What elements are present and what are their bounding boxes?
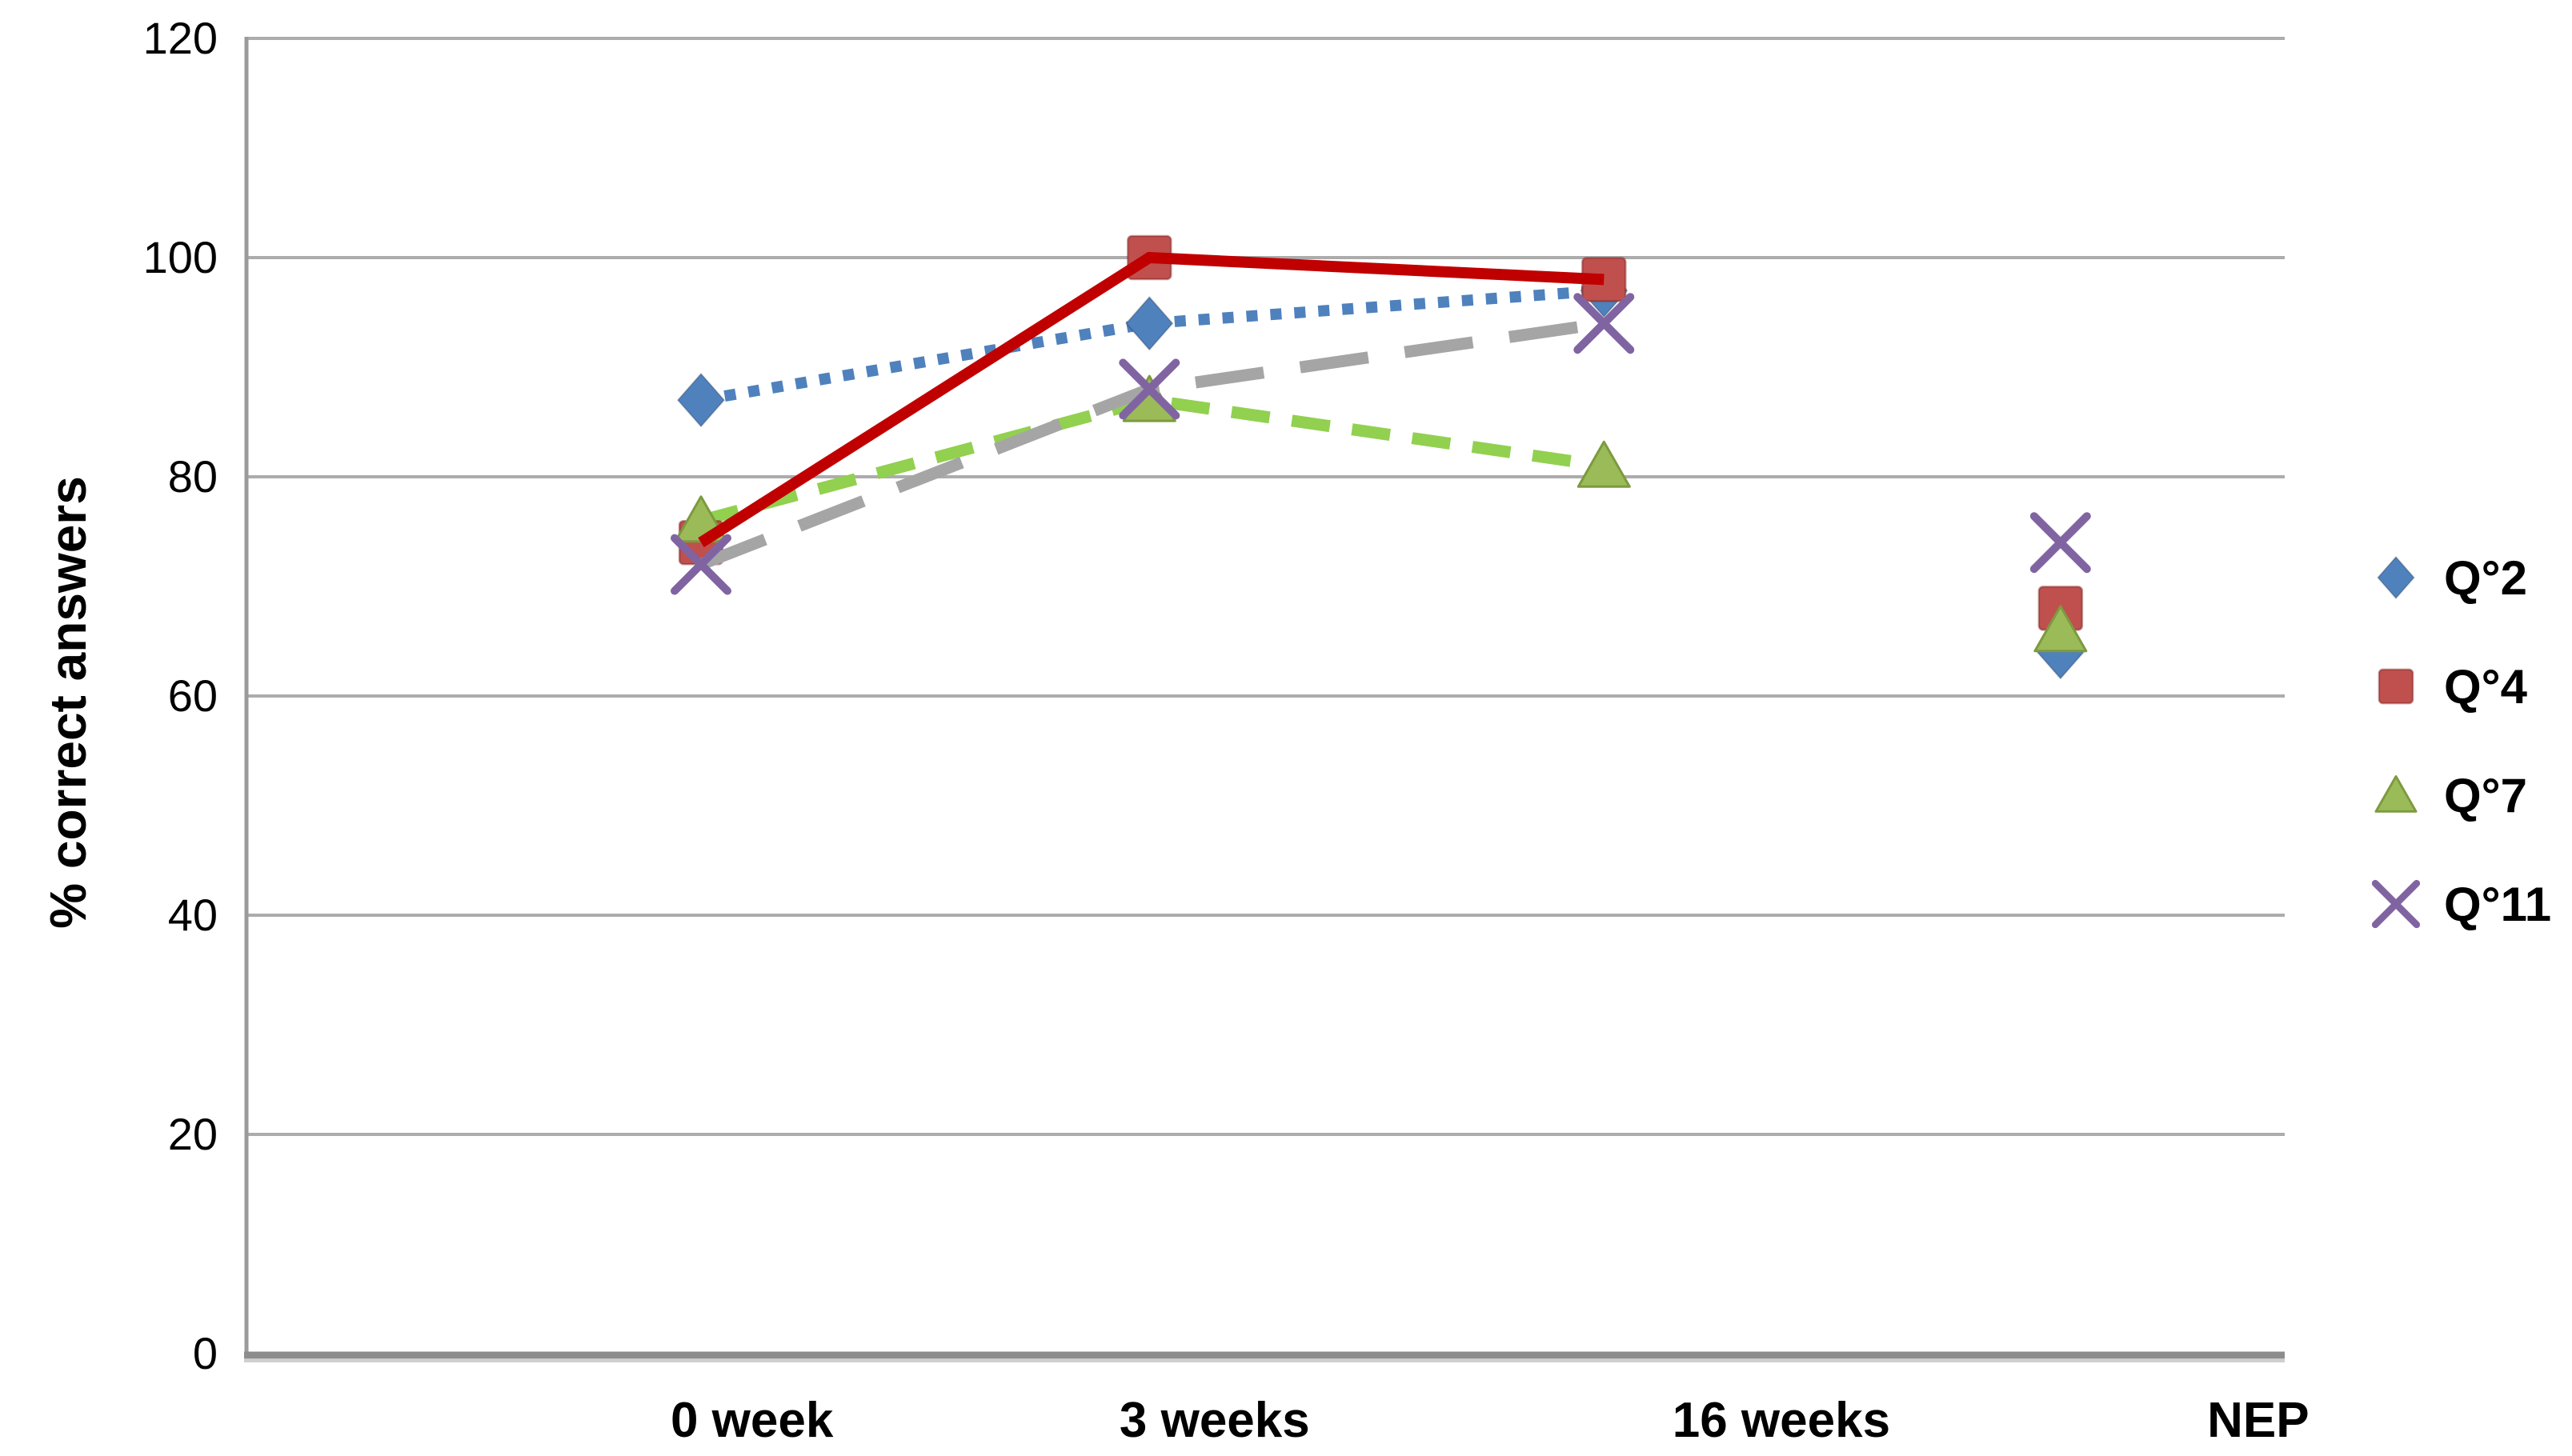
diamond-marker-icon [2377,556,2415,599]
square-marker-icon [2378,668,2414,705]
y-tick-label: 20 [167,1109,218,1159]
legend-item-q11: Q°11 [2362,850,2551,958]
legend: Q°2 Q°4 Q°7 Q°11 [2362,523,2551,958]
legend-item-q4: Q°4 [2362,632,2551,741]
x-marker-icon [2371,879,2421,929]
x-category-label-16-weeks: 16 weeks [1672,1393,1891,1448]
x-category-label-0-week: 0 week [670,1393,834,1448]
y-tick-label: 60 [167,670,218,721]
legend-item-q7: Q°7 [2362,741,2551,850]
x-category-label-nep: NEP [2207,1393,2310,1448]
y-tick-label: 0 [192,1328,218,1378]
legend-label-q11: Q°11 [2444,877,2552,931]
y-tick-label: 120 [142,13,218,63]
triangle-marker-icon [2374,775,2418,813]
y-tick-label: 80 [167,451,218,502]
legend-label-q4: Q°4 [2444,659,2528,714]
y-tick-label: 40 [167,890,218,940]
y-tick-label: 100 [142,232,218,282]
legend-label-q7: Q°7 [2444,768,2528,822]
legend-item-q2: Q°2 [2362,523,2551,632]
legend-label-q2: Q°2 [2444,550,2528,605]
x-category-label-3-weeks: 3 weeks [1119,1393,1310,1448]
